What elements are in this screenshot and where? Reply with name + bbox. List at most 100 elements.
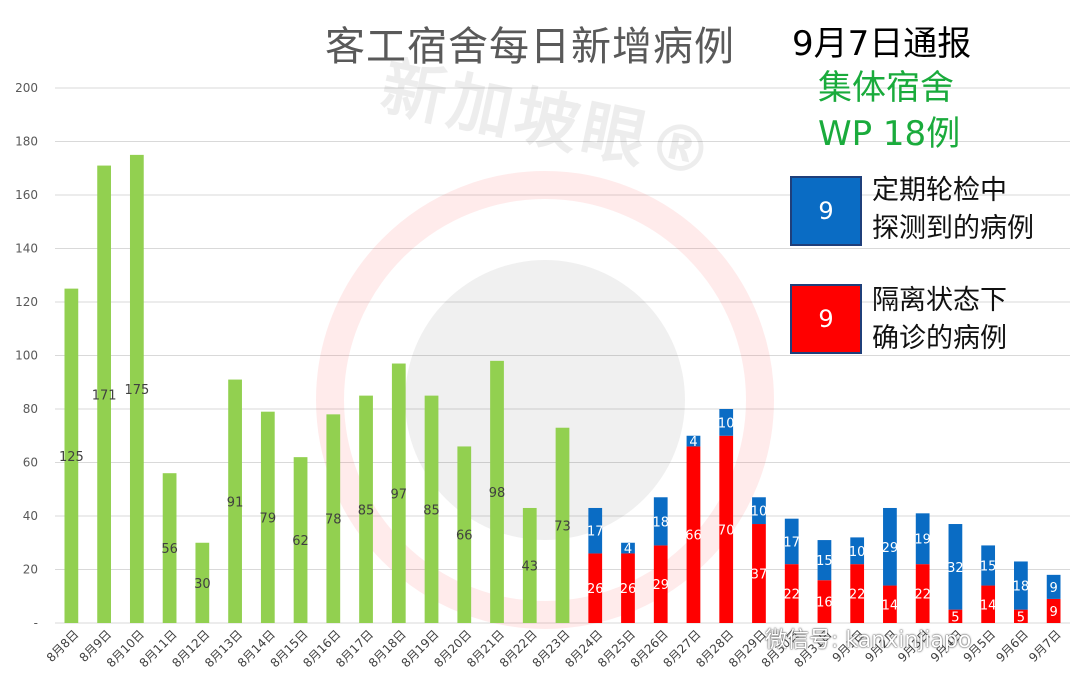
bar-red [850,564,865,623]
watermark-logo [316,171,774,629]
bar-green [490,360,504,623]
bar-blue [588,507,603,554]
data-label-blue: 10 [718,416,735,431]
data-label-green: 43 [521,559,538,574]
data-label-green: 91 [227,495,244,510]
bar-red [883,585,897,623]
y-tick-label: 200 [15,81,38,95]
y-tick-label: 60 [23,456,38,470]
bar-blue [1046,574,1061,599]
bar-green [97,165,111,623]
data-label-green: 30 [194,577,211,592]
y-tick-label: 80 [23,402,38,416]
legend-blue-line2: 探测到的病例 [872,213,1034,244]
bar-blue [1014,561,1028,610]
data-label-green: 62 [292,534,309,549]
dorm-label: 集体宿舍 [818,68,954,108]
data-label-green: 98 [489,486,506,501]
data-label-blue: 15 [816,554,833,569]
data-label-blue: 4 [689,435,697,450]
grid [55,87,1070,624]
data-label-blue: 4 [624,542,632,557]
y-tick-label: 20 [23,563,38,577]
bar-blue [719,409,734,436]
data-label-blue: 15 [980,559,997,574]
bar-red [653,545,668,623]
data-label-green: 97 [391,487,408,502]
data-label-blue: 9 [1049,581,1057,596]
y-axis: - 20 40 60 80 100 120 140 160 180 200 [15,81,38,630]
bar-red [817,580,832,623]
data-label-red: 70 [718,523,735,538]
bar-green [359,395,373,623]
data-label-red: 9 [1049,605,1057,620]
x-tick-label: 8月8日 [44,627,82,665]
bar-green [129,154,144,623]
data-label-green: 85 [358,503,375,518]
data-label-red: 14 [882,598,899,613]
data-label-green: 56 [161,542,178,557]
bar-red [686,446,701,623]
bar-green [162,473,177,623]
data-label-green: 73 [554,519,571,534]
bar-blue [653,497,668,546]
y-tick-label: 40 [23,509,38,523]
bar-green [424,395,439,623]
x-tick-label: 9月6日 [993,627,1031,665]
bars [64,154,1061,623]
data-label-red: 5 [1017,610,1025,625]
data-label-red: 22 [914,588,931,603]
bar-green [457,446,472,623]
legend-red-line1: 隔离状态下 [872,285,1007,316]
data-label-green: 66 [456,529,473,544]
bar-red [621,553,635,623]
data-label-blue: 17 [783,535,800,550]
data-label-blue: 19 [914,533,931,548]
bar-blue [621,542,635,554]
y-tick-label: 100 [15,349,38,363]
data-label-red: 5 [951,610,959,625]
bar-green [522,507,537,623]
y-tick-label: 120 [15,295,38,309]
bar-blue [686,435,701,447]
data-label-blue: 17 [587,525,604,540]
data-label-blue: 18 [1013,580,1030,595]
bar-blue [752,497,766,525]
bar-green [555,427,570,623]
y-tick-label: 160 [15,188,38,202]
data-label-blue: 29 [882,541,899,556]
y-tick-label: 180 [15,135,38,149]
bar-red [1046,598,1061,623]
y-tick-label: 140 [15,242,38,256]
bar-blue [817,540,832,581]
bar-blue [981,545,996,586]
data-label-blue: 32 [947,561,964,576]
bar-red [752,524,766,623]
bar-blue [915,513,930,565]
data-label-red: 22 [783,588,800,603]
bar-blue [850,537,865,565]
bar-green [293,457,308,623]
bar-green [64,288,79,623]
data-label-blue: 10 [849,545,866,560]
data-label-green: 175 [124,383,149,398]
bar-green [391,363,406,623]
bar-green [260,411,275,623]
data-label-blue: 10 [751,505,768,520]
wp-count: WP 18例 [818,114,961,154]
data-label-red: 26 [620,582,637,597]
bar-red [719,435,734,623]
notice-date: 9月7日通报 [792,24,972,64]
data-label-red: 37 [751,568,768,583]
data-label-green: 125 [59,450,84,465]
data-label-green: 79 [260,511,277,526]
data-label-green: 85 [423,503,440,518]
legend-blue-swatch: 9 [790,176,862,246]
data-label-blue: 18 [652,515,669,530]
bar-red [588,553,603,623]
data-label-red: 14 [980,598,997,613]
y-tick-label: - [34,616,38,630]
wechat-id: 微信号: kanxinjiapo [765,628,972,653]
